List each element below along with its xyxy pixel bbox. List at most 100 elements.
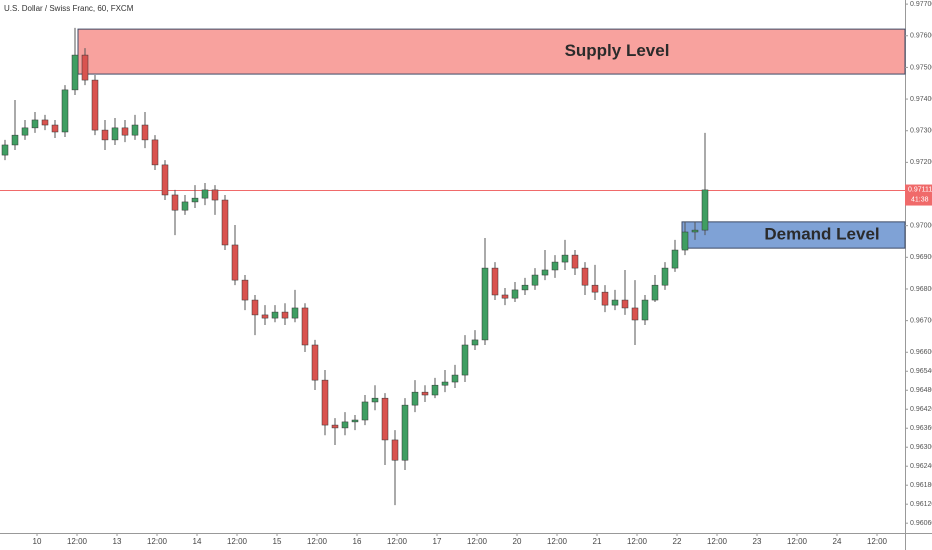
candle-body — [81, 54, 89, 81]
candle-body — [311, 344, 319, 381]
candle-body — [331, 424, 339, 429]
candle-body — [1, 144, 9, 156]
candle-body — [231, 244, 239, 281]
x-tick-label: 24 — [833, 537, 842, 546]
candle-body — [251, 299, 259, 316]
candle-body — [11, 134, 19, 146]
last-price-label: 0.97111 — [908, 186, 932, 193]
candle-body — [361, 401, 369, 421]
candle-body — [561, 254, 569, 263]
candle-body — [671, 249, 679, 269]
x-tick-label: 12:00 — [547, 537, 568, 546]
candle-body — [101, 129, 109, 141]
candle-body — [661, 267, 669, 286]
candle-body — [411, 391, 419, 406]
candle-body — [291, 307, 299, 319]
candle-body — [431, 384, 439, 396]
candle-body — [381, 397, 389, 441]
x-tick-label: 14 — [193, 537, 202, 546]
candle-body — [31, 119, 39, 129]
candle-body — [371, 397, 379, 403]
candle-body — [61, 89, 69, 133]
candle-body — [51, 124, 59, 133]
candle-body — [191, 197, 199, 203]
candle-body — [321, 379, 329, 426]
candle-body — [621, 299, 629, 309]
candle-body — [611, 299, 619, 306]
last-price-tag — [905, 184, 932, 206]
x-tick-label: 15 — [273, 537, 282, 546]
candle-body — [151, 139, 159, 166]
candle-body — [591, 284, 599, 293]
candle-body — [21, 127, 29, 136]
candle-body — [161, 164, 169, 196]
x-tick-label: 12:00 — [387, 537, 408, 546]
candle-body — [421, 391, 429, 396]
candle-body — [471, 339, 479, 346]
candle-body — [571, 254, 579, 269]
candle-body — [41, 119, 49, 126]
x-tick-label: 13 — [113, 537, 122, 546]
x-tick-label: 12:00 — [67, 537, 88, 546]
candle-body — [241, 279, 249, 301]
x-tick-label: 12:00 — [307, 537, 328, 546]
candle-body — [551, 261, 559, 271]
candle-body — [121, 127, 129, 136]
candle-body — [521, 284, 529, 291]
x-tick-label: 22 — [673, 537, 682, 546]
candle-body — [681, 231, 689, 251]
candle-body — [541, 269, 549, 276]
candle-body — [451, 374, 459, 383]
x-tick-label: 10 — [33, 537, 42, 546]
candle-body — [181, 201, 189, 211]
candle-body — [441, 381, 449, 386]
candle-body — [351, 419, 359, 423]
candle-body — [91, 79, 99, 131]
x-tick-label: 16 — [353, 537, 362, 546]
candle-body — [501, 294, 509, 299]
x-tick-label: 23 — [753, 537, 762, 546]
x-tick-label: 12:00 — [627, 537, 648, 546]
candle-body — [301, 307, 309, 346]
x-tick-label: 12:00 — [867, 537, 888, 546]
candle-body — [691, 229, 699, 233]
candle-body — [221, 199, 229, 246]
candle-body — [211, 189, 219, 201]
y-tick-label: 0.96060 — [910, 520, 932, 527]
candle-body — [491, 267, 499, 296]
candle-body — [511, 289, 519, 299]
candle-body — [641, 299, 649, 321]
x-tick-label: 12:00 — [467, 537, 488, 546]
candle-body — [631, 307, 639, 321]
candle-body — [261, 314, 269, 319]
zone-label: Supply Level — [565, 41, 670, 60]
candle-body — [461, 344, 469, 376]
x-tick-label: 21 — [593, 537, 602, 546]
x-tick-label: 20 — [513, 537, 522, 546]
candle-body — [531, 274, 539, 286]
candle-body — [111, 127, 119, 141]
candle-body — [401, 404, 409, 461]
candle-body — [281, 311, 289, 319]
candle-body — [581, 267, 589, 286]
zone — [77, 28, 906, 75]
candle-body — [201, 189, 209, 199]
x-tick-label: 12:00 — [787, 537, 808, 546]
zone-label: Demand Level — [764, 224, 879, 243]
